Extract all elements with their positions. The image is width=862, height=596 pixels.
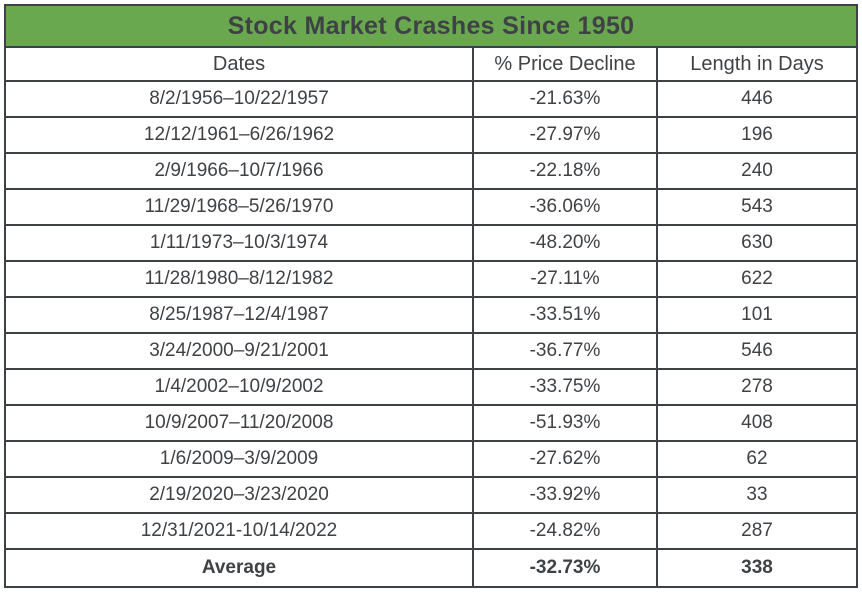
days-cell: 101 — [656, 296, 858, 334]
column-header-dates: Dates — [4, 46, 474, 82]
dates-cell: 2/9/1966–10/7/1966 — [4, 152, 474, 190]
average-days-cell: 338 — [656, 548, 858, 588]
decline-cell: -27.11% — [472, 260, 658, 298]
table-row: 8/25/1987–12/4/1987 -33.51% 101 — [4, 296, 858, 334]
decline-cell: -33.92% — [472, 476, 658, 514]
stock-crash-table: Stock Market Crashes Since 1950 Dates % … — [4, 4, 858, 588]
days-cell: 196 — [656, 116, 858, 154]
table-row: 12/12/1961–6/26/1962 -27.97% 196 — [4, 116, 858, 154]
days-cell: 446 — [656, 80, 858, 118]
dates-cell: 11/28/1980–8/12/1982 — [4, 260, 474, 298]
days-cell: 543 — [656, 188, 858, 226]
days-cell: 33 — [656, 476, 858, 514]
table-row: 12/31/2021-10/14/2022 -24.82% 287 — [4, 512, 858, 550]
title-row: Stock Market Crashes Since 1950 — [4, 4, 858, 48]
dates-cell: 12/31/2021-10/14/2022 — [4, 512, 474, 550]
column-header-price-decline: % Price Decline — [472, 46, 658, 82]
dates-cell: 1/4/2002–10/9/2002 — [4, 368, 474, 406]
table-row: 1/6/2009–3/9/2009 -27.62% 62 — [4, 440, 858, 478]
dates-cell: 3/24/2000–9/21/2001 — [4, 332, 474, 370]
dates-cell: 2/19/2020–3/23/2020 — [4, 476, 474, 514]
dates-cell: 11/29/1968–5/26/1970 — [4, 188, 474, 226]
days-cell: 408 — [656, 404, 858, 442]
decline-cell: -36.06% — [472, 188, 658, 226]
days-cell: 62 — [656, 440, 858, 478]
decline-cell: -24.82% — [472, 512, 658, 550]
days-cell: 630 — [656, 224, 858, 262]
days-cell: 546 — [656, 332, 858, 370]
decline-cell: -21.63% — [472, 80, 658, 118]
days-cell: 278 — [656, 368, 858, 406]
column-header-length-days: Length in Days — [656, 46, 858, 82]
decline-cell: -22.18% — [472, 152, 658, 190]
dates-cell: 12/12/1961–6/26/1962 — [4, 116, 474, 154]
dates-cell: 8/2/1956–10/22/1957 — [4, 80, 474, 118]
dates-cell: 8/25/1987–12/4/1987 — [4, 296, 474, 334]
dates-cell: 1/11/1973–10/3/1974 — [4, 224, 474, 262]
table-row: 11/28/1980–8/12/1982 -27.11% 622 — [4, 260, 858, 298]
dates-cell: 10/9/2007–11/20/2008 — [4, 404, 474, 442]
table-row: 1/11/1973–10/3/1974 -48.20% 630 — [4, 224, 858, 262]
days-cell: 240 — [656, 152, 858, 190]
decline-cell: -27.97% — [472, 116, 658, 154]
dates-cell: 1/6/2009–3/9/2009 — [4, 440, 474, 478]
decline-cell: -33.51% — [472, 296, 658, 334]
table-row: 8/2/1956–10/22/1957 -21.63% 446 — [4, 80, 858, 118]
decline-cell: -27.62% — [472, 440, 658, 478]
decline-cell: -51.93% — [472, 404, 658, 442]
decline-cell: -36.77% — [472, 332, 658, 370]
days-cell: 287 — [656, 512, 858, 550]
table-title: Stock Market Crashes Since 1950 — [4, 4, 858, 48]
table-row: 2/9/1966–10/7/1966 -22.18% 240 — [4, 152, 858, 190]
decline-cell: -33.75% — [472, 368, 658, 406]
table-row: 3/24/2000–9/21/2001 -36.77% 546 — [4, 332, 858, 370]
average-row: Average -32.73% 338 — [4, 548, 858, 588]
table-row: 1/4/2002–10/9/2002 -33.75% 278 — [4, 368, 858, 406]
decline-cell: -48.20% — [472, 224, 658, 262]
days-cell: 622 — [656, 260, 858, 298]
table-body: 8/2/1956–10/22/1957 -21.63% 446 12/12/19… — [4, 80, 858, 550]
table-row: 10/9/2007–11/20/2008 -51.93% 408 — [4, 404, 858, 442]
average-label-cell: Average — [4, 548, 474, 588]
table-row: 2/19/2020–3/23/2020 -33.92% 33 — [4, 476, 858, 514]
header-row: Dates % Price Decline Length in Days — [4, 46, 858, 82]
stock-crash-table-container: Stock Market Crashes Since 1950 Dates % … — [4, 4, 858, 588]
table-row: 11/29/1968–5/26/1970 -36.06% 543 — [4, 188, 858, 226]
average-decline-cell: -32.73% — [472, 548, 658, 588]
